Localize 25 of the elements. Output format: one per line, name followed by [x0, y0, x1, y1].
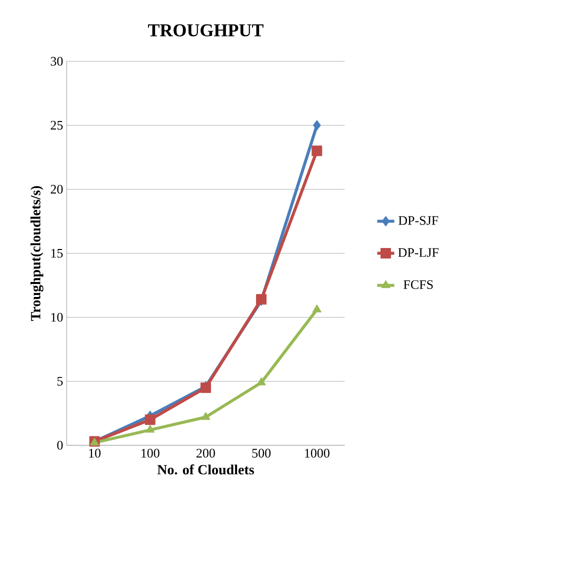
legend-label: DP-LJF — [398, 248, 438, 257]
legend-label: DP-SJF — [398, 216, 438, 225]
y-tick-label: 15 — [51, 248, 63, 258]
y-tick-label: 5 — [57, 376, 63, 386]
point — [144, 414, 156, 425]
point — [201, 412, 210, 420]
y-tick-label: 30 — [50, 56, 63, 66]
y-tick-label: 20 — [50, 184, 63, 194]
chart-title: TROUGHPUT — [148, 24, 264, 36]
legend-label: FCFS — [404, 280, 433, 290]
x-tick-label: 100 — [142, 448, 160, 458]
x-axis-title: No. of Cloudlets — [157, 464, 254, 474]
y-tick-label: 0 — [57, 440, 63, 450]
point — [256, 377, 266, 386]
y-tick-label: 25 — [50, 120, 63, 130]
point — [146, 424, 155, 433]
point — [312, 120, 321, 131]
x-tick-label: 500 — [252, 448, 271, 458]
x-tick-label: 1000 — [305, 448, 330, 458]
x-tick-label: 10 — [89, 448, 101, 458]
y-tick-label: 10 — [51, 312, 63, 322]
y-axis-title: Troughput(cloudlets/s) — [30, 186, 44, 321]
point — [312, 304, 322, 312]
point — [312, 146, 322, 156]
x-tick-label: 200 — [196, 448, 215, 458]
